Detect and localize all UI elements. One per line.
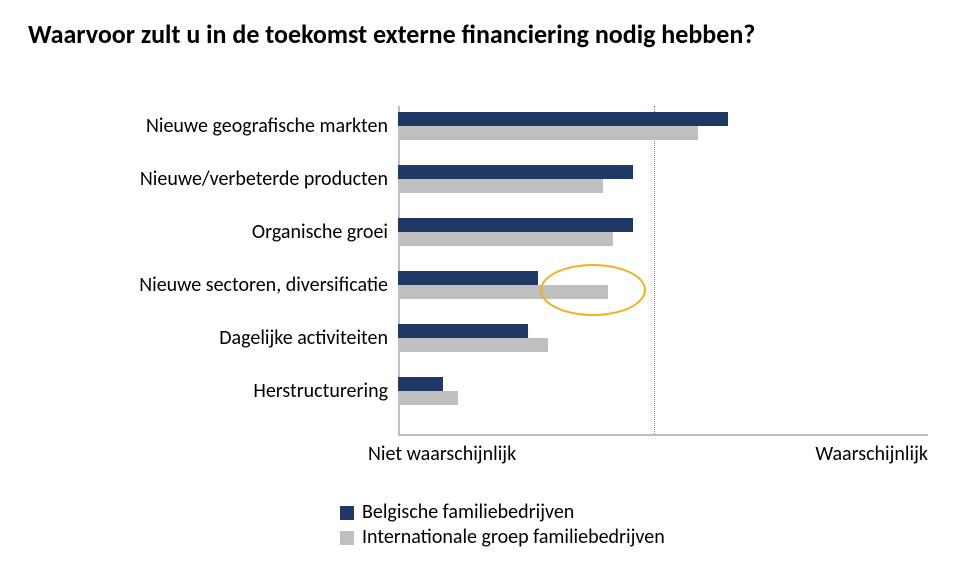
- legend-label-0: Belgische familiebedrijven: [362, 500, 574, 525]
- legend-item-0: Belgische familiebedrijven: [340, 500, 665, 525]
- category-label: Nieuwe geografische markten: [146, 114, 388, 138]
- bar-series-a: [398, 165, 633, 179]
- bar-chart: Nieuwe geografische markten Nieuwe/verbet…: [28, 106, 928, 446]
- category-label: Organische groei: [252, 220, 388, 244]
- legend-label-1: Internationale groep familiebedrijven: [362, 525, 665, 550]
- bar-series-b: [398, 391, 458, 405]
- reference-line: [654, 106, 655, 434]
- bar-series-b: [398, 232, 613, 246]
- axis-label-left: Niet waarschijnlijk: [368, 442, 516, 466]
- category-label: Nieuwe sectoren, diversificatie: [139, 273, 388, 297]
- category-label: Herstructurering: [253, 379, 388, 403]
- bar-series-a: [398, 324, 528, 338]
- x-axis: [398, 434, 928, 436]
- bar-series-b: [398, 179, 603, 193]
- bar-series-a: [398, 377, 443, 391]
- bar-series-a: [398, 112, 728, 126]
- category-label: Nieuwe/verbeterde producten: [140, 167, 388, 191]
- legend: Belgische familiebedrijven International…: [340, 500, 665, 550]
- bar-series-a: [398, 271, 538, 285]
- chart-title: Waarvoor zult u in de toekomst externe f…: [28, 18, 932, 50]
- highlight-ellipse: [540, 264, 646, 316]
- axis-label-right: Waarschijnlijk: [815, 442, 928, 466]
- bar-series-b: [398, 338, 548, 352]
- legend-swatch-0: [340, 506, 354, 520]
- bar-series-a: [398, 218, 633, 232]
- legend-swatch-1: [340, 531, 354, 545]
- bar-series-b: [398, 126, 698, 140]
- category-label: Dagelijke activiteiten: [219, 326, 388, 350]
- legend-item-1: Internationale groep familiebedrijven: [340, 525, 665, 550]
